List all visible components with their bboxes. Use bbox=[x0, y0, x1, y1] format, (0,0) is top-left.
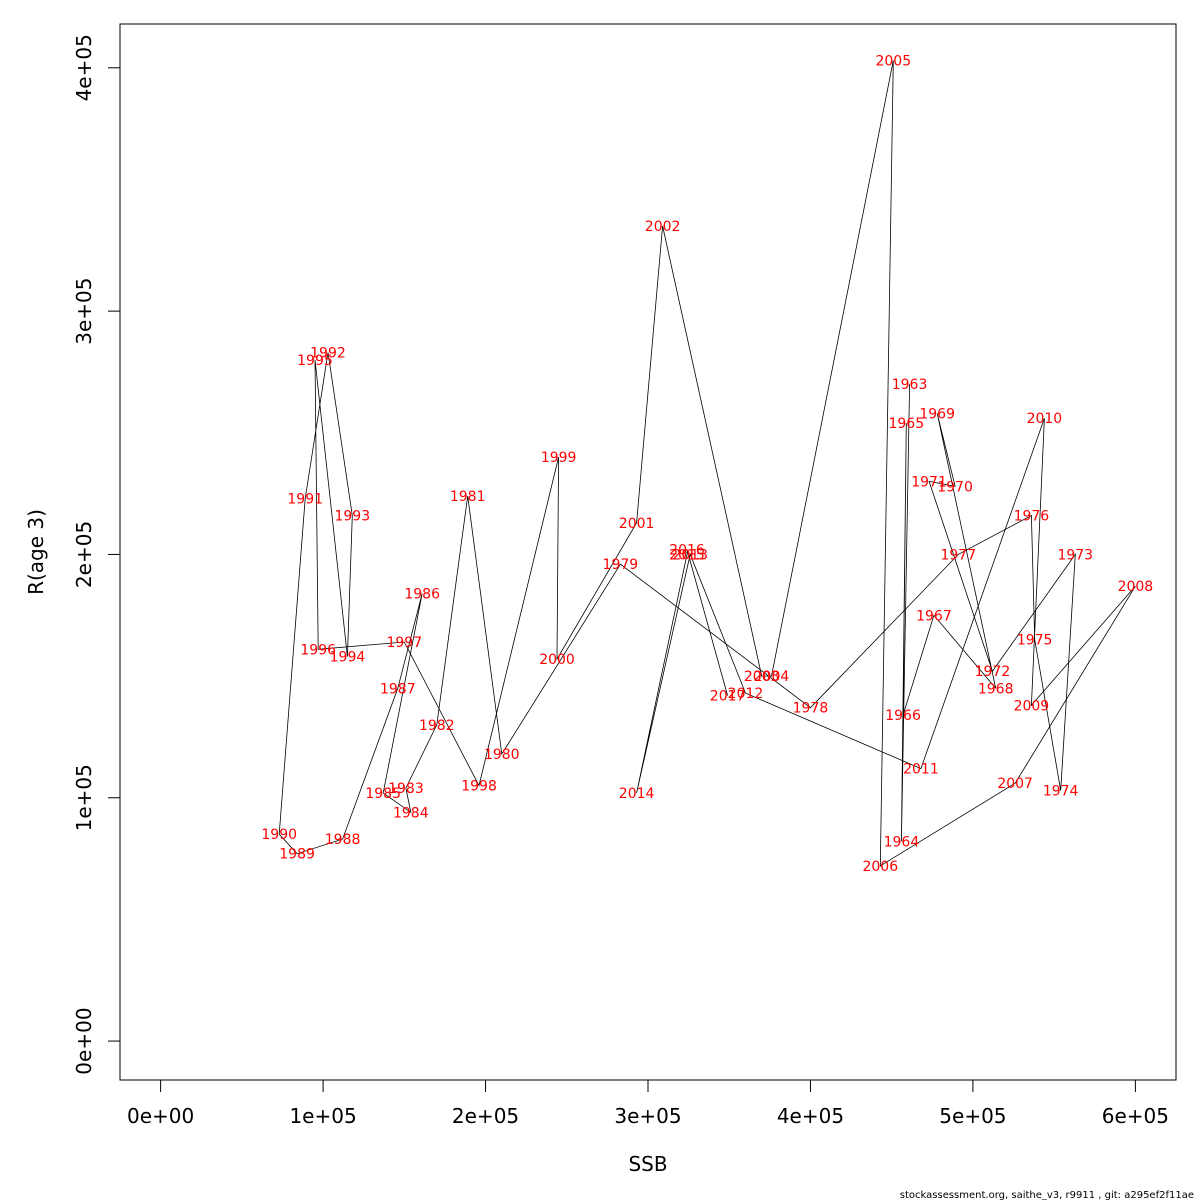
year-label-2003: 2003 bbox=[744, 669, 780, 685]
year-label-1980: 1980 bbox=[484, 747, 520, 763]
year-label-2008: 2008 bbox=[1118, 579, 1154, 595]
year-label-2015: 2015 bbox=[669, 547, 705, 563]
year-label-1981: 1981 bbox=[450, 489, 486, 505]
year-label-1965: 1965 bbox=[888, 416, 924, 432]
year-label-1977: 1977 bbox=[940, 547, 976, 563]
year-label-2011: 2011 bbox=[903, 762, 939, 778]
year-label-1967: 1967 bbox=[916, 608, 952, 624]
year-label-2006: 2006 bbox=[862, 859, 898, 875]
footer-text: stockassessment.org, saithe_v3, r9911 , … bbox=[900, 1190, 1194, 1200]
year-label-1978: 1978 bbox=[793, 701, 829, 717]
x-tick-label: 4e+05 bbox=[777, 1104, 844, 1128]
year-label-1989: 1989 bbox=[279, 847, 315, 863]
year-label-1995: 1995 bbox=[297, 353, 333, 369]
year-label-1996: 1996 bbox=[300, 642, 336, 658]
year-label-1966: 1966 bbox=[885, 708, 921, 724]
year-label-1969: 1969 bbox=[919, 406, 955, 422]
year-label-1982: 1982 bbox=[419, 718, 455, 734]
x-axis-title: SSB bbox=[628, 1152, 667, 1176]
year-label-1998: 1998 bbox=[461, 779, 497, 795]
year-label-2001: 2001 bbox=[619, 516, 655, 532]
year-label-1993: 1993 bbox=[334, 509, 370, 525]
year-label-2004: 2004 bbox=[754, 669, 790, 685]
series-line bbox=[278, 60, 1136, 867]
year-label-2000: 2000 bbox=[539, 652, 575, 668]
year-label-2002: 2002 bbox=[645, 219, 681, 235]
x-tick-label: 5e+05 bbox=[939, 1104, 1006, 1128]
year-label-2012: 2012 bbox=[728, 686, 764, 702]
x-tick-label: 0e+00 bbox=[127, 1104, 194, 1128]
y-tick-label: 3e+05 bbox=[72, 277, 96, 344]
year-label-2010: 2010 bbox=[1027, 411, 1063, 427]
year-label-2013: 2013 bbox=[672, 547, 708, 563]
x-tick-label: 1e+05 bbox=[289, 1104, 356, 1128]
year-label-2009: 2009 bbox=[1014, 698, 1050, 714]
y-axis-title: R(age 3) bbox=[24, 509, 48, 595]
year-label-2005: 2005 bbox=[875, 53, 911, 69]
year-label-1991: 1991 bbox=[287, 491, 323, 507]
year-label-1970: 1970 bbox=[937, 479, 973, 495]
year-label-1976: 1976 bbox=[1014, 509, 1050, 525]
year-label-1986: 1986 bbox=[404, 586, 440, 602]
year-label-1973: 1973 bbox=[1057, 547, 1093, 563]
year-label-1983: 1983 bbox=[388, 781, 424, 797]
year-label-1975: 1975 bbox=[1017, 633, 1053, 649]
y-tick-label: 1e+05 bbox=[72, 764, 96, 831]
y-tick-label: 0e+00 bbox=[72, 1007, 96, 1074]
year-label-1994: 1994 bbox=[330, 650, 366, 666]
x-tick-label: 2e+05 bbox=[452, 1104, 519, 1128]
year-label-1971: 1971 bbox=[911, 474, 947, 490]
year-label-1984: 1984 bbox=[393, 805, 429, 821]
year-label-1988: 1988 bbox=[325, 832, 361, 848]
plot-frame bbox=[119, 23, 1177, 1081]
year-label-2007: 2007 bbox=[997, 776, 1033, 792]
year-label-1997: 1997 bbox=[386, 635, 422, 651]
year-label-1972: 1972 bbox=[975, 664, 1011, 680]
y-tick-label: 4e+05 bbox=[72, 34, 96, 101]
year-label-1999: 1999 bbox=[541, 450, 577, 466]
y-axis: 0e+00 1e+05 2e+05 3e+05 4e+05 bbox=[72, 34, 121, 1075]
y-tick-label: 2e+05 bbox=[72, 521, 96, 588]
year-label-1979: 1979 bbox=[603, 557, 639, 573]
year-label-1992: 1992 bbox=[310, 345, 346, 361]
year-label-1987: 1987 bbox=[380, 681, 416, 697]
x-axis: 0e+00 1e+05 2e+05 3e+05 4e+05 5e+05 6e+05 bbox=[127, 1079, 1169, 1128]
year-label-2017: 2017 bbox=[710, 689, 746, 705]
year-label-1974: 1974 bbox=[1043, 783, 1079, 799]
x-tick-label: 6e+05 bbox=[1102, 1104, 1169, 1128]
year-label-2014: 2014 bbox=[619, 786, 655, 802]
year-label-1990: 1990 bbox=[261, 827, 297, 843]
year-label-1964: 1964 bbox=[884, 835, 920, 851]
year-label-1985: 1985 bbox=[365, 786, 401, 802]
year-label-1968: 1968 bbox=[978, 681, 1014, 697]
year-label-2016: 2016 bbox=[669, 543, 705, 559]
x-tick-label: 3e+05 bbox=[614, 1104, 681, 1128]
year-label-1963: 1963 bbox=[892, 377, 928, 393]
